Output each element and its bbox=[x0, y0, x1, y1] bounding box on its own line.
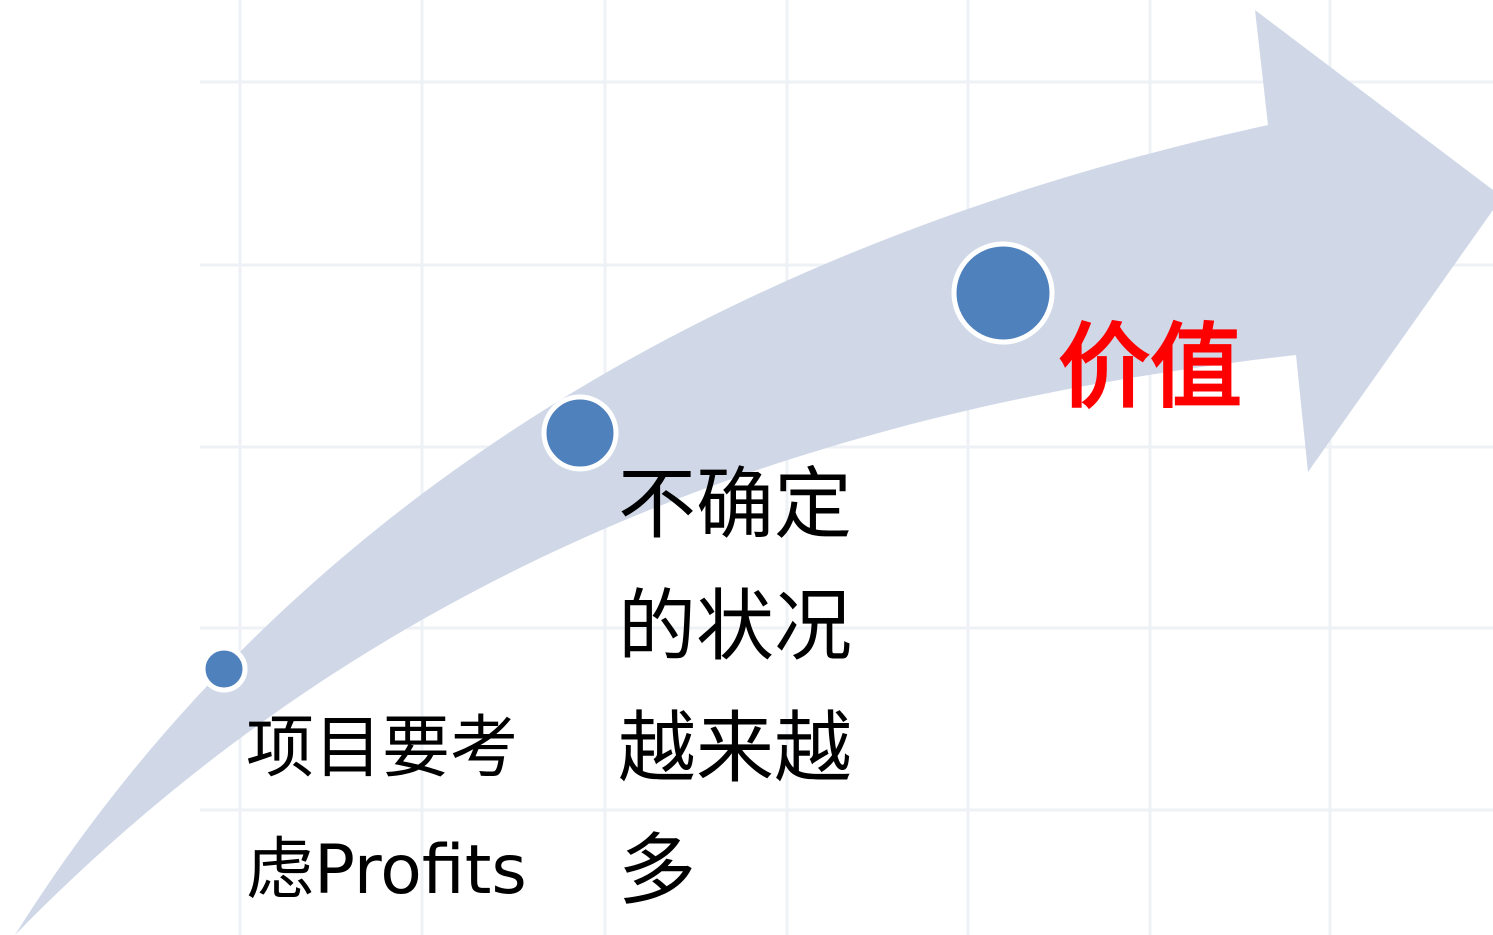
step-dot bbox=[951, 241, 1055, 345]
step-dot bbox=[541, 394, 619, 472]
arrow bbox=[15, 10, 1493, 935]
step-label: 价值 bbox=[1058, 314, 1243, 421]
step-dot bbox=[200, 645, 248, 693]
step-label: 项目要考虑Profits bbox=[246, 709, 527, 910]
step-label: 不确定的状况越来越多 bbox=[618, 460, 853, 916]
